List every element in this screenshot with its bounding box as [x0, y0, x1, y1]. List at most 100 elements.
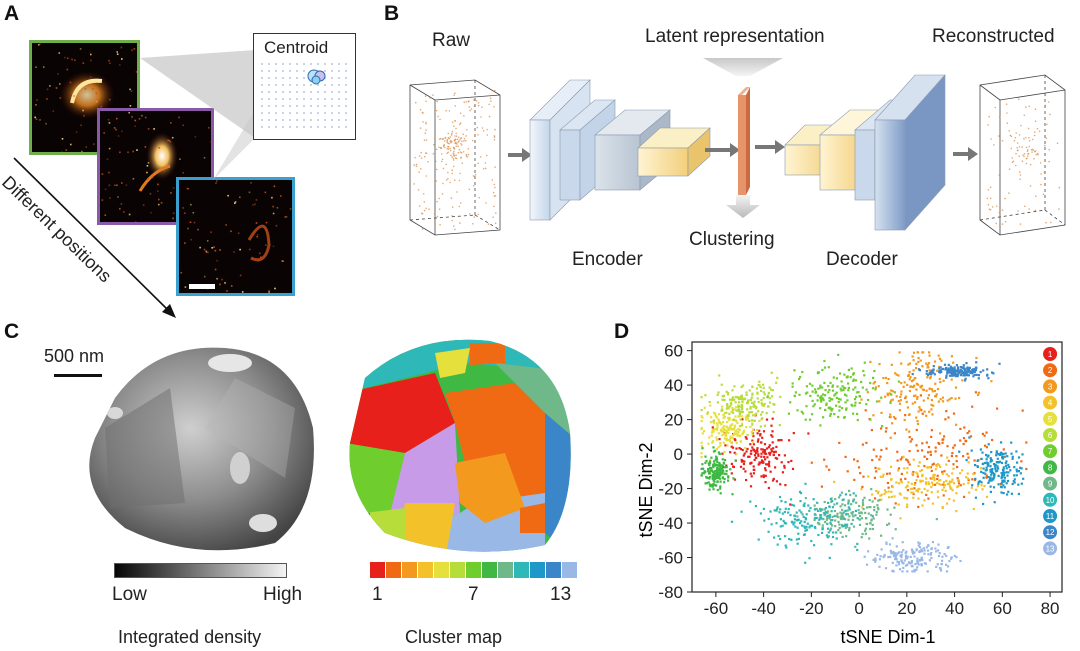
point: [889, 393, 892, 396]
point: [913, 555, 916, 558]
point: [959, 366, 963, 369]
point: [844, 387, 847, 390]
point: [989, 476, 992, 479]
point: [967, 478, 970, 482]
decoder-label: Decoder: [826, 249, 898, 270]
point: [804, 392, 807, 395]
point: [708, 460, 712, 463]
point: [931, 502, 934, 505]
point: [960, 371, 964, 374]
point: [967, 482, 970, 485]
point: [716, 488, 719, 492]
point: [717, 471, 720, 474]
point: [943, 553, 946, 556]
point: [907, 461, 910, 464]
point: [905, 550, 908, 553]
point: [982, 467, 985, 470]
point: [763, 450, 766, 453]
point: [985, 495, 989, 498]
point: [857, 466, 861, 469]
point: [840, 516, 843, 519]
point: [908, 389, 911, 393]
point: [720, 430, 723, 433]
cluster-swatch-3: [402, 562, 417, 578]
point: [989, 468, 992, 471]
point: [863, 555, 866, 558]
point: [720, 409, 723, 412]
point: [899, 478, 902, 481]
point: [1017, 483, 1020, 486]
point: [914, 563, 917, 566]
point: [880, 411, 883, 414]
point: [759, 434, 762, 437]
point: [916, 490, 920, 493]
point: [900, 390, 903, 393]
point: [762, 460, 765, 463]
cluster-swatch-4: [418, 562, 433, 578]
point: [797, 532, 800, 535]
point: [915, 388, 918, 391]
point: [930, 399, 933, 402]
point: [865, 506, 869, 509]
point: [744, 417, 747, 420]
point: [716, 422, 719, 425]
point: [852, 515, 855, 518]
point: [915, 416, 918, 419]
legend-label-2: 2: [1048, 366, 1053, 375]
point: [735, 447, 738, 450]
point: [740, 510, 743, 513]
point: [943, 435, 946, 438]
legend-label-5: 5: [1048, 415, 1053, 424]
point: [819, 513, 822, 517]
point: [981, 488, 984, 491]
point: [849, 376, 852, 379]
point: [821, 531, 824, 534]
series-10: [730, 482, 874, 564]
point: [764, 481, 767, 484]
point: [842, 498, 845, 501]
point: [761, 448, 765, 451]
point: [920, 563, 923, 566]
point: [813, 513, 816, 516]
point: [832, 376, 835, 379]
point: [841, 514, 844, 517]
cluster-colorbar: [370, 562, 577, 578]
point: [770, 434, 773, 437]
point: [791, 385, 794, 388]
point: [803, 525, 806, 528]
point: [709, 421, 712, 424]
point: [891, 561, 894, 564]
point: [813, 518, 816, 521]
point: [747, 414, 750, 417]
point: [700, 444, 703, 448]
panel-d-letter: D: [614, 320, 630, 343]
point: [713, 480, 716, 483]
point: [945, 563, 948, 566]
point: [930, 547, 933, 550]
point: [852, 373, 855, 376]
point: [829, 381, 832, 384]
point: [841, 535, 844, 538]
point: [839, 505, 842, 508]
point: [993, 473, 996, 476]
point: [761, 411, 764, 414]
point: [730, 403, 733, 406]
point: [803, 502, 806, 505]
point: [951, 489, 954, 492]
point: [733, 426, 736, 429]
point: [729, 436, 732, 439]
point: [1015, 468, 1018, 471]
point: [1017, 456, 1021, 459]
point: [1006, 493, 1009, 496]
scale-bar-line: [54, 374, 102, 377]
point: [908, 561, 911, 564]
point: [953, 370, 956, 373]
point: [916, 557, 919, 560]
point: [762, 430, 766, 433]
point: [712, 460, 716, 463]
point: [841, 512, 844, 515]
point: [735, 453, 738, 456]
point: [741, 410, 744, 414]
point: [708, 470, 711, 473]
point: [877, 490, 880, 493]
